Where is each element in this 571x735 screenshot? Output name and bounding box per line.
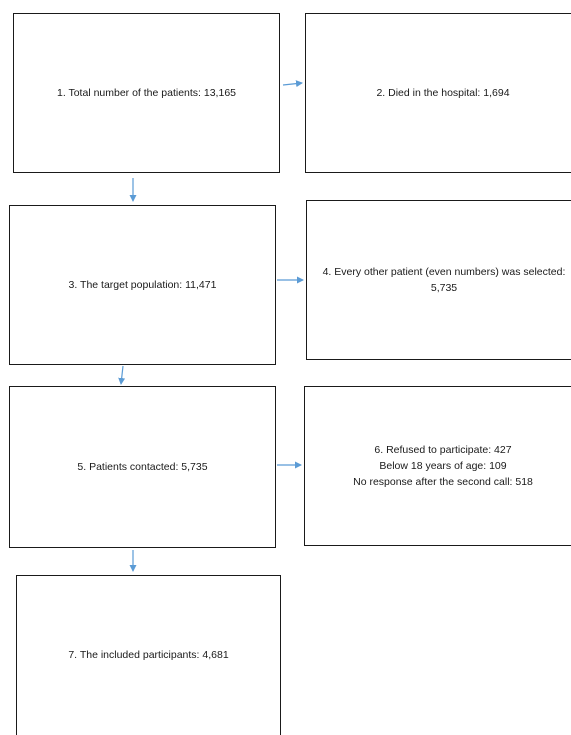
arrow-3-to-5 (118, 365, 126, 385)
every-other-patient-text: 4. Every other patient (even numbers) wa… (322, 265, 566, 294)
included-participants-box: 7. The included participants: 4,681 (16, 575, 281, 735)
died-in-hospital-text: 2. Died in the hospital: 1,694 (376, 86, 510, 99)
died-in-hospital-box: 2. Died in the hospital: 1,694 (305, 13, 571, 173)
excluded-patients-box: 6. Refused to participate: 427 Below 18 … (304, 386, 571, 546)
refused-text: 6. Refused to participate: 427 (374, 443, 512, 456)
every-other-patient-box: 4. Every other patient (even numbers) wa… (306, 200, 571, 360)
no-response-text: No response after the second call: 518 (353, 476, 533, 489)
patients-contacted-text: 5. Patients contacted: 5,735 (77, 460, 208, 473)
target-population-text: 3. The target population: 11,471 (68, 278, 217, 291)
total-patients-box: 1. Total number of the patients: 13,165 (13, 13, 280, 173)
target-population-box: 3. The target population: 11,471 (9, 205, 276, 365)
under-18-text: Below 18 years of age: 109 (379, 459, 507, 472)
patients-contacted-box: 5. Patients contacted: 5,735 (9, 386, 276, 548)
included-participants-text: 7. The included participants: 4,681 (68, 649, 229, 662)
arrow-1-to-2 (282, 80, 303, 88)
total-patients-text: 1. Total number of the patients: 13,165 (56, 86, 236, 99)
